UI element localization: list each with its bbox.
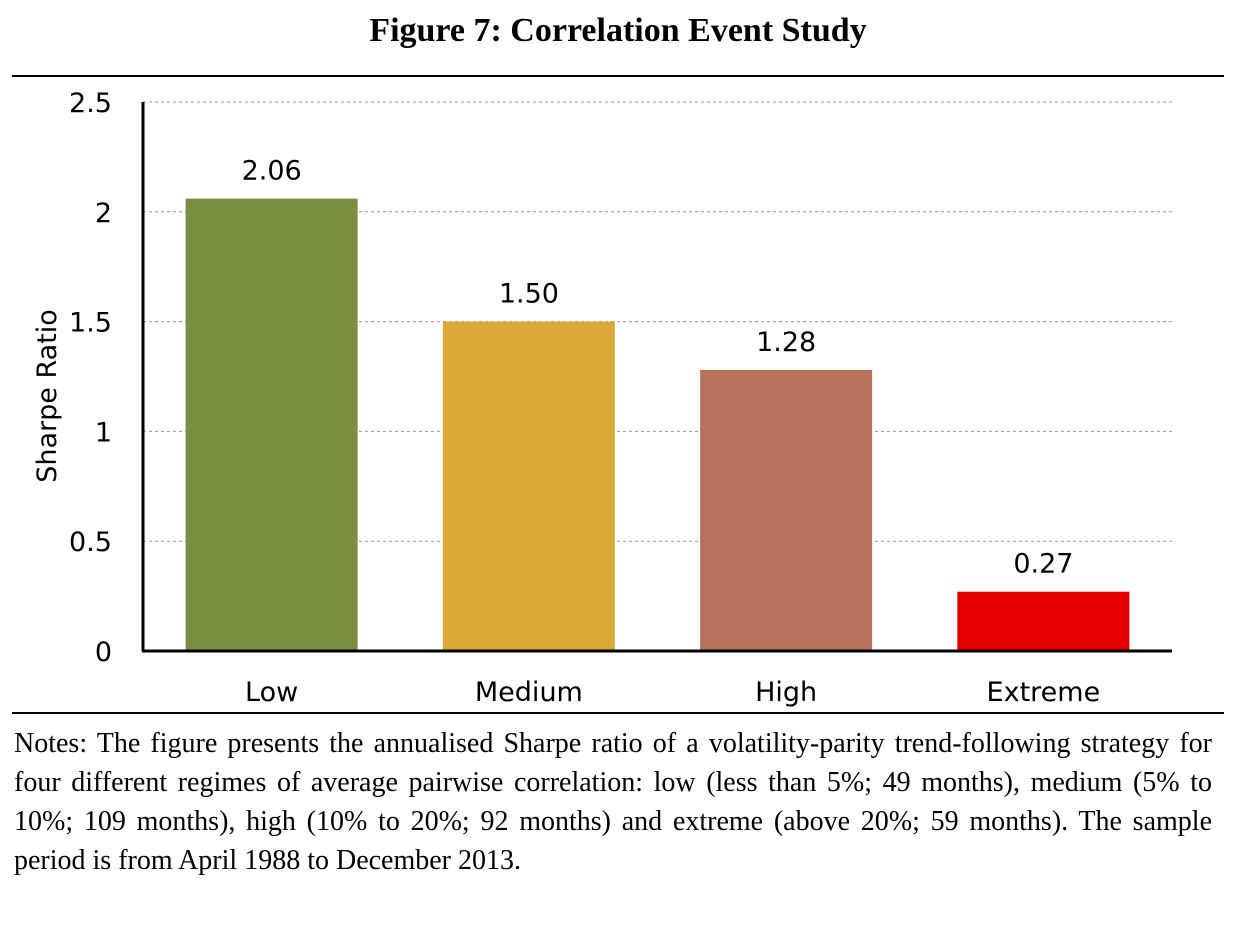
bar-low — [185, 198, 358, 651]
x-tick-label: Extreme — [987, 677, 1101, 708]
bars — [185, 198, 1130, 651]
bottom-rule — [12, 712, 1224, 714]
bar-high — [700, 369, 873, 651]
y-tick-labels: 0 0.5 1 1.5 2 2.5 — [69, 88, 112, 668]
data-label: 0.27 — [1013, 549, 1073, 580]
y-axis-label: Sharpe Ratio — [32, 309, 63, 483]
y-tick-label: 1.5 — [69, 308, 112, 339]
x-tick-label: High — [755, 677, 817, 708]
x-tick-label: Medium — [475, 677, 583, 708]
y-tick-label: 2 — [95, 198, 112, 229]
bar-chart: 0 0.5 1 1.5 2 2.5 2.06 1.50 1.28 0.27 Low Medium H… — [32, 88, 1172, 708]
y-tick-label: 0 — [95, 637, 112, 668]
x-tick-labels: Low Medium High Extreme — [245, 677, 1100, 708]
data-label: 2.06 — [242, 156, 302, 187]
figure-title: Figure 7: Correlation Event Study — [369, 12, 867, 49]
bar-extreme — [957, 591, 1130, 651]
y-tick-label: 2.5 — [69, 88, 112, 119]
data-labels: 2.06 1.50 1.28 0.27 — [242, 156, 1074, 580]
data-label: 1.50 — [499, 279, 559, 310]
y-tick-label: 1 — [95, 417, 112, 448]
top-rule — [12, 75, 1224, 77]
y-tick-label: 0.5 — [69, 527, 112, 558]
data-label: 1.28 — [756, 327, 816, 358]
x-tick-label: Low — [245, 677, 298, 708]
bar-medium — [442, 321, 615, 651]
figure-notes: Notes: The figure presents the annualise… — [14, 728, 1212, 876]
